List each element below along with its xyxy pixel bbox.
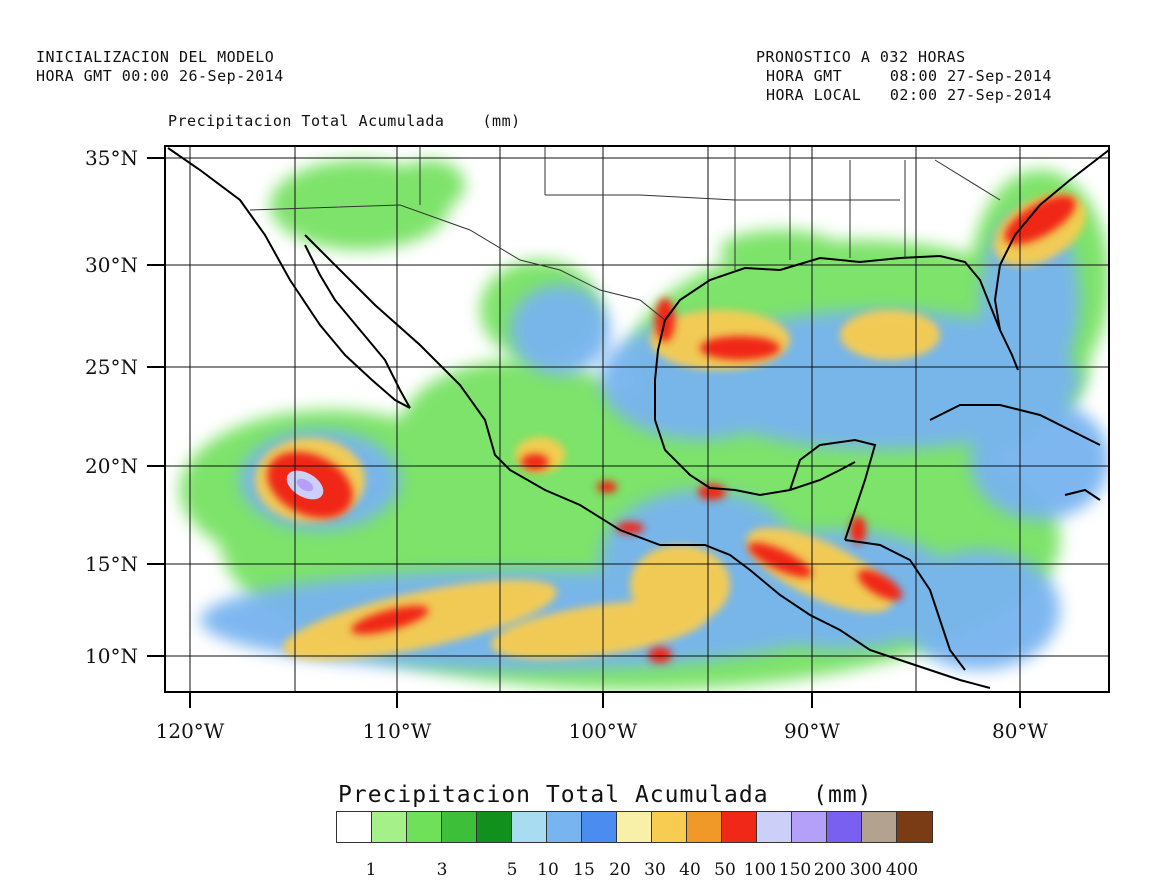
forecast-title: PRONOSTICO A 032 HORAS — [756, 48, 966, 66]
legend-label: 300 — [849, 860, 883, 880]
legend-swatch — [337, 812, 372, 842]
forecast-local-time: HORA LOCAL 02:00 27-Sep-2014 — [766, 86, 1052, 104]
legend-label: 400 — [885, 860, 919, 880]
legend-swatch — [617, 812, 652, 842]
legend-swatch — [897, 812, 932, 842]
longitude-labels: 120°W 110°W 100°W 90°W 80°W — [156, 719, 1049, 743]
lat-label: 15°N — [85, 552, 138, 576]
legend-swatch — [407, 812, 442, 842]
legend-swatch — [477, 812, 512, 842]
legend-label: 1 — [365, 860, 377, 880]
precip-field — [165, 146, 1109, 692]
coastlines — [167, 147, 1109, 689]
map-grid — [165, 146, 1109, 692]
legend-swatch — [372, 812, 407, 842]
lon-label: 80°W — [992, 719, 1048, 743]
legend-label: 200 — [813, 860, 847, 880]
legend-swatch — [792, 812, 827, 842]
political-boundaries — [249, 146, 1001, 321]
legend-swatch — [722, 812, 757, 842]
forecast-gmt-time: HORA GMT 08:00 27-Sep-2014 — [766, 67, 1052, 85]
lat-label: 35°N — [85, 146, 138, 170]
legend-swatch — [512, 812, 547, 842]
lon-label: 110°W — [363, 719, 432, 743]
legend-label: 40 — [679, 860, 701, 880]
legend-swatch — [652, 812, 687, 842]
legend-label: 20 — [609, 860, 631, 880]
forecast-header: PRONOSTICO A 032 HORAS HORA GMT 08:00 27-… — [756, 48, 1052, 105]
legend-label: 150 — [778, 860, 812, 880]
legend-label: 5 — [506, 860, 518, 880]
legend-swatch — [862, 812, 897, 842]
legend-swatch — [547, 812, 582, 842]
map-title: Precipitacion Total Acumulada (mm) — [168, 112, 521, 130]
model-init-header: INICIALIZACION DEL MODELO HORA GMT 00:00 … — [36, 48, 284, 86]
axis-ticks — [147, 157, 1021, 708]
lon-label: 100°W — [569, 719, 638, 743]
legend-swatch — [582, 812, 617, 842]
legend-label: 100 — [743, 860, 777, 880]
map-frame — [164, 145, 1110, 693]
latitude-labels: 35°N 30°N 25°N 20°N 15°N 10°N — [85, 146, 138, 668]
legend-label: 30 — [644, 860, 666, 880]
legend-swatch — [442, 812, 477, 842]
legend-colorbar — [336, 811, 933, 843]
legend-swatch — [757, 812, 792, 842]
legend-label: 10 — [537, 860, 559, 880]
legend-label: 3 — [436, 860, 448, 880]
legend-label: 50 — [714, 860, 736, 880]
lon-label: 120°W — [156, 719, 225, 743]
init-time: HORA GMT 00:00 26-Sep-2014 — [36, 67, 284, 85]
init-title: INICIALIZACION DEL MODELO — [36, 48, 275, 66]
lat-label: 10°N — [85, 644, 138, 668]
lon-label: 90°W — [784, 719, 840, 743]
legend-swatch — [827, 812, 862, 842]
lat-label: 30°N — [85, 253, 138, 277]
legend-swatch — [687, 812, 722, 842]
lat-label: 25°N — [85, 355, 138, 379]
lat-label: 20°N — [85, 454, 138, 478]
legend-title: Precipitacion Total Acumulada (mm) — [338, 782, 873, 808]
legend-label: 15 — [573, 860, 595, 880]
